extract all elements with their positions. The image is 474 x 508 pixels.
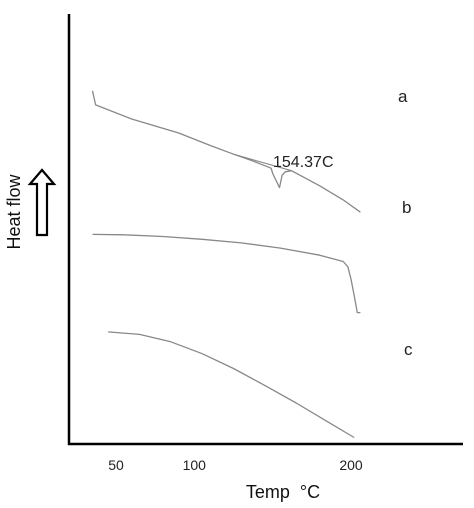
series-line-c (108, 331, 355, 439)
arrow-up-icon (27, 168, 57, 237)
x-tick-label-100: 100 (183, 457, 207, 473)
annotations: 154.37C (273, 154, 334, 171)
x-tick-label-200: 200 (339, 457, 363, 473)
baseline-a (233, 153, 292, 172)
series-label-c: c (404, 340, 413, 359)
series-line-b (92, 233, 361, 314)
series-line-a (91, 90, 361, 213)
curves (91, 90, 361, 439)
peak-annotation-0: 154.37C (273, 154, 334, 171)
curve-labels: a b c (398, 87, 413, 359)
series-label-b: b (402, 198, 411, 217)
y-axis-label: Heat flow (4, 173, 24, 249)
x-axis-label: Temp °C (246, 482, 320, 502)
y-axis-label-group: Heat flow (4, 168, 57, 250)
series-label-a: a (398, 87, 408, 106)
x-tick-labels: 50 100 200 (108, 457, 363, 473)
x-tick-label-50: 50 (108, 457, 124, 473)
